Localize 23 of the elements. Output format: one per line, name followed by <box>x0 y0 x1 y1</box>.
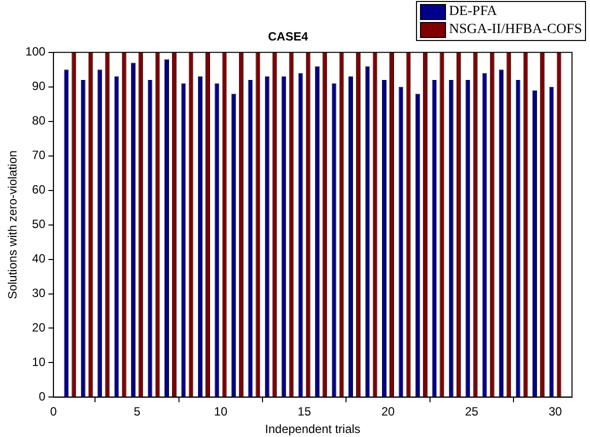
y-tick-label: 10 <box>32 355 46 370</box>
y-axis-title: Solutions with zero-violation <box>6 150 20 300</box>
x-tick-label: 20 <box>381 404 395 419</box>
legend-label: DE-PFA <box>448 4 497 20</box>
x-tick-label: 0 <box>50 404 58 419</box>
x-axis-title: Independent trials <box>265 422 360 436</box>
x-tick-label: 15 <box>298 404 312 419</box>
x-tick-label: 10 <box>214 404 228 419</box>
y-tick-label: 20 <box>32 320 46 335</box>
x-tick-label: 25 <box>464 404 479 419</box>
y-tick-label: 80 <box>32 114 46 128</box>
y-tick-label: 70 <box>32 148 46 162</box>
y-tick-label: 40 <box>32 252 46 266</box>
y-tick-label: 30 <box>32 286 46 300</box>
x-tick-label: 5 <box>134 404 141 419</box>
y-tick-label: 0 <box>38 390 46 404</box>
y-tick-label: 50 <box>32 217 46 232</box>
y-tick-label: 60 <box>32 182 46 197</box>
y-tick-label: 90 <box>32 79 46 94</box>
y-tick-label: 100 <box>25 44 46 59</box>
legend-label: NSGA-II/HFBA-COFS <box>448 22 582 38</box>
x-tick-label: 30 <box>548 404 562 419</box>
chart-title: CASE4 <box>268 30 308 44</box>
